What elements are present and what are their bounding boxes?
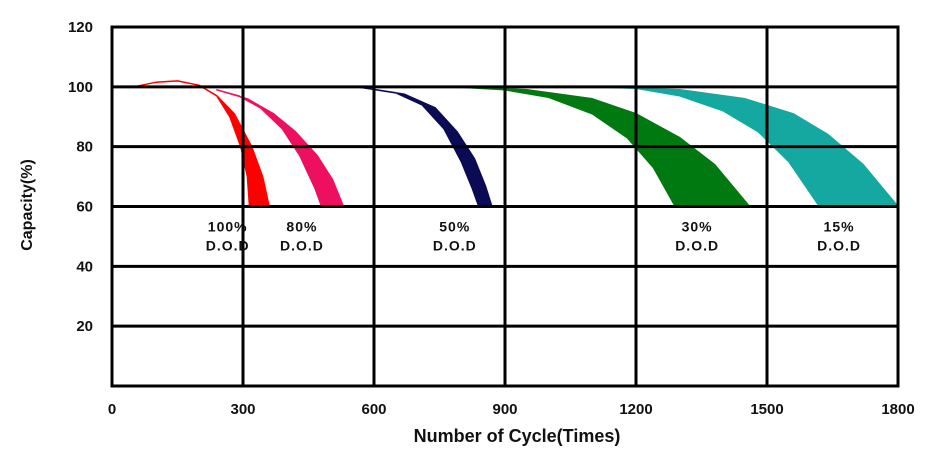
series-label-5-line-1: 15% [824,218,855,234]
x-tick-label-1: 300 [230,401,255,418]
series-label-1-line-2: D.O.D [206,237,250,253]
y-tick-label-4: 100 [68,79,93,96]
y-axis-title: Capacity(%) [19,159,36,251]
x-tick-label-5: 1500 [750,401,783,418]
grid-layer [110,25,900,388]
y-tick-label-0: 20 [76,318,93,335]
x-tick-label-2: 600 [361,401,386,418]
y-tick-label-5: 120 [68,19,93,36]
series-label-4-line-1: 30% [682,218,713,234]
series-label-5-line-2: D.O.D [817,237,861,253]
series-label-3-line-2: D.O.D [433,237,477,253]
label-layer: 100% D.O.D 80% D.O.D 50% D.O.D 30% D.O.D 15% D.O.… [206,218,861,253]
x-tick-label-0: 0 [108,401,116,418]
x-tick-label-4: 1200 [619,401,652,418]
x-tick-label-6: 1800 [881,401,914,418]
series-label-3-line-1: 50% [439,218,470,234]
series-label-4-line-2: D.O.D [675,237,719,253]
series-label-2-line-1: 80% [286,218,317,234]
series-label-2-line-2: D.O.D [280,237,324,253]
x-tick-label-3: 900 [492,401,517,418]
x-axis-title: Number of Cycle(Times) [414,426,621,446]
plot-frame [110,25,900,388]
y-tick-label-3: 80 [76,139,93,156]
y-tick-label-1: 40 [76,258,93,275]
tick-layer: 0 300 600 900 1200 1500 1800 20 40 60 80 100 120 [68,19,915,418]
series-label-1-line-1: 100% [208,218,248,234]
y-tick-label-2: 60 [76,199,93,216]
